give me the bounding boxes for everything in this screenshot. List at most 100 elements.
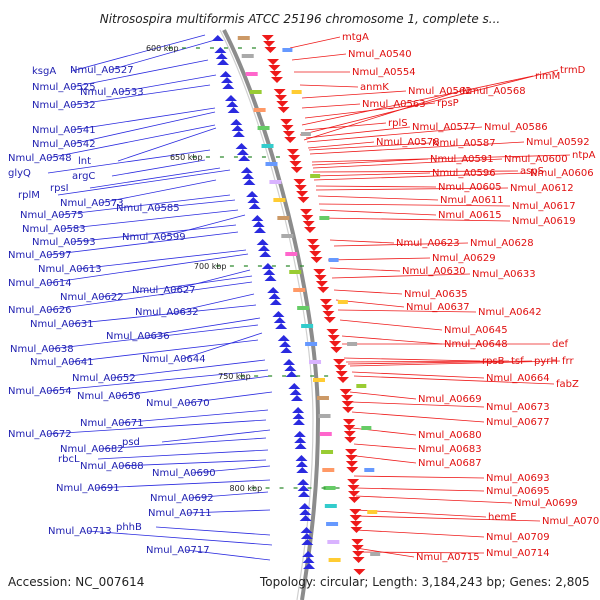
- forward-gene-arrow: [232, 131, 245, 137]
- reverse-gene-arrow: [342, 407, 355, 413]
- reverse-gene-arrow: [351, 539, 364, 545]
- forward-gene-arrow: [279, 341, 292, 347]
- right-connector-line: [320, 217, 511, 222]
- reverse-gene-arrow: [319, 299, 332, 305]
- right-connector-line: [343, 357, 481, 362]
- reverse-gene-arrow: [309, 251, 322, 257]
- right-gene-label: Nmul_A0714: [486, 548, 550, 559]
- right-gene-label: Nmul_A0677: [486, 417, 550, 428]
- left-connector-line: [59, 194, 231, 216]
- feature-block: [293, 288, 306, 292]
- reverse-gene-arrow: [344, 437, 357, 443]
- reverse-gene-arrow: [313, 269, 326, 275]
- right-gene-label: Nmul_A0577: [412, 122, 476, 133]
- reverse-gene-arrow: [289, 161, 302, 167]
- left-connector-line: [161, 214, 246, 238]
- forward-gene-arrow: [219, 71, 232, 77]
- forward-gene-arrow: [275, 323, 288, 329]
- left-gene-label: Nmul_A0525: [32, 82, 96, 93]
- left-connector-line: [119, 409, 269, 424]
- left-gene-label: ksgA: [32, 66, 56, 77]
- reverse-gene-arrow: [267, 59, 280, 65]
- left-connector-line: [185, 549, 271, 561]
- left-gene-label: Nmul_A0573: [60, 198, 124, 209]
- reverse-gene-arrow: [301, 215, 314, 221]
- reverse-gene-arrow: [340, 395, 353, 401]
- kbp-ruler: 600 kbp 650 kbp 700 kbp 750 kbp 800 kbp: [146, 44, 342, 493]
- reverse-gene-arrow: [293, 179, 306, 185]
- right-connector-line: [301, 103, 361, 109]
- reverse-gene-arrow: [352, 551, 365, 557]
- forward-gene-arrow: [272, 311, 285, 317]
- reverse-gene-arrow: [264, 47, 277, 53]
- forward-gene-arrow: [292, 407, 305, 413]
- reverse-gene-arrow: [290, 167, 303, 173]
- right-gene-label: Nmul_A0628: [470, 238, 534, 249]
- reverse-gene-arrow: [288, 155, 301, 161]
- forward-gene-arrow: [292, 413, 305, 419]
- right-gene-label: frr: [562, 356, 574, 367]
- feature-block: [324, 504, 337, 508]
- label-connector-lines: [47, 34, 571, 561]
- left-connector-line: [155, 199, 236, 209]
- forward-gene-arrow: [292, 419, 305, 425]
- feature-block: [305, 342, 318, 346]
- right-gene-label: Nmul_A0612: [510, 183, 574, 194]
- right-connector-line: [315, 187, 509, 191]
- reverse-gene-arrow: [345, 455, 358, 461]
- right-gene-label: Nmul_A0619: [512, 216, 576, 227]
- right-gene-label: Nmul_A0600: [504, 154, 568, 165]
- forward-gene-arrow: [303, 563, 316, 569]
- forward-gene-arrow: [222, 83, 235, 89]
- forward-gene-arrow: [299, 515, 312, 521]
- left-connector-line: [99, 179, 217, 204]
- left-connector-line: [155, 526, 271, 536]
- right-connector-line: [355, 509, 487, 518]
- feature-block: [301, 324, 314, 328]
- forward-gene-arrow: [294, 437, 307, 443]
- right-connector-line: [313, 172, 529, 181]
- feature-block: [367, 510, 378, 514]
- right-gene-label: Nmul_A0715: [416, 552, 480, 563]
- feature-block: [273, 198, 286, 202]
- feature-block: [316, 396, 329, 400]
- reverse-gene-arrow: [345, 461, 358, 467]
- forward-gene-arrow: [293, 431, 306, 437]
- left-gene-label: Nmul_A0533: [80, 87, 144, 98]
- right-connector-line: [304, 102, 436, 119]
- forward-gene-arrow: [285, 371, 298, 377]
- right-connector-line: [345, 360, 510, 363]
- reverse-gene-arrow: [307, 245, 320, 251]
- forward-gene-arrow: [273, 317, 286, 323]
- forward-gene-arrow: [235, 143, 248, 149]
- right-connector-line: [317, 195, 439, 201]
- right-gene-label: fabZ: [556, 379, 579, 390]
- forward-gene-arrow: [289, 389, 302, 395]
- reverse-gene-arrow: [333, 359, 346, 365]
- forward-gene-arrow: [259, 251, 272, 257]
- right-gene-label: Nmul_A0630: [402, 266, 466, 277]
- forward-gene-arrow: [230, 119, 243, 125]
- left-connector-line: [171, 269, 251, 291]
- right-connector-line: [304, 122, 387, 131]
- right-connector-line: [339, 319, 443, 331]
- left-gene-label: Nmul_A0671: [80, 418, 144, 429]
- right-connector-line: [355, 495, 513, 504]
- reverse-gene-arrow: [273, 89, 286, 95]
- left-connector-line: [99, 275, 253, 298]
- right-connector-line: [353, 475, 485, 479]
- reverse-gene-arrow: [345, 449, 358, 455]
- right-connector-line: [299, 84, 359, 88]
- left-connector-line: [71, 111, 216, 145]
- ruler-tick-label: 600 kbp: [146, 44, 179, 53]
- left-gene-label: Nmul_A0654: [8, 386, 72, 397]
- left-gene-label: Nmul_A0542: [32, 139, 96, 150]
- left-gene-label: Nmul_A0631: [30, 319, 94, 330]
- feature-block: [322, 468, 335, 472]
- left-gene-label: Nmul_A0575: [20, 210, 84, 221]
- right-gene-label: Nmul_A0568: [462, 86, 526, 97]
- right-connector-line: [305, 126, 411, 139]
- feature-block: [318, 414, 331, 418]
- left-gene-label: Nmul_A0627: [132, 285, 196, 296]
